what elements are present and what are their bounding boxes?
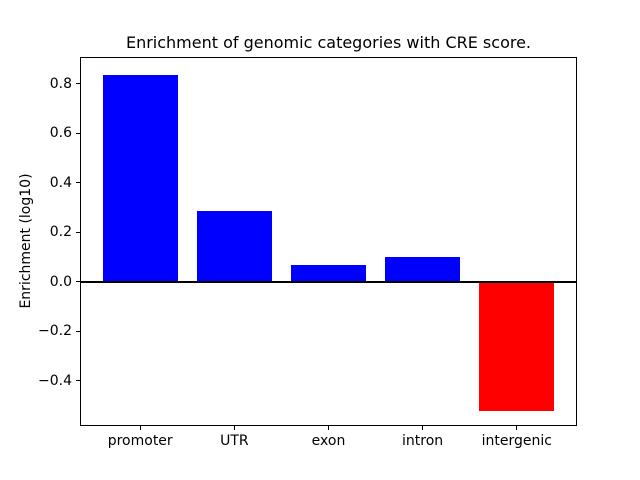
bar-UTR	[196, 211, 272, 282]
y-tick-label: 0.4	[49, 174, 72, 191]
bar-intron	[385, 257, 461, 282]
bar-promoter	[102, 75, 178, 282]
bar-exon	[290, 265, 367, 282]
y-tick-mark	[76, 380, 80, 382]
x-tick-label-intergenic: intergenic	[481, 433, 552, 449]
y-tick-label: 0.0	[49, 273, 72, 290]
y-tick-mark	[76, 330, 80, 332]
plot-area: 0.8 0.6 0.4 0.2 0.0 −0.2 −0.4 promoter UTR exon in…	[38, 57, 577, 449]
y-tick-mark	[76, 281, 80, 283]
x-tick-label-UTR: UTR	[220, 433, 249, 449]
x-tick-mark	[516, 426, 518, 430]
y-tick-mark	[76, 231, 80, 233]
x-tick-label-promoter: promoter	[107, 433, 173, 449]
y-tick-label: −0.4	[38, 372, 72, 389]
y-tick-mark	[76, 83, 80, 85]
y-tick-label: 0.2	[49, 224, 72, 241]
chart-title: Enrichment of genomic categories with CR…	[125, 33, 532, 52]
x-tick-label-intron: intron	[402, 433, 444, 449]
y-tick-mark	[76, 182, 80, 184]
y-tick-mark	[76, 132, 80, 134]
x-tick-mark	[422, 426, 424, 430]
x-tick-mark	[139, 426, 141, 430]
x-tick-mark	[233, 426, 235, 430]
bar-intergenic	[479, 281, 555, 411]
zero-line	[80, 280, 577, 283]
y-tick-label: 0.6	[49, 125, 72, 142]
x-tick-label-exon: exon	[311, 433, 346, 449]
y-tick-label: 0.8	[49, 75, 72, 92]
x-tick-mark	[328, 426, 329, 430]
y-tick-label: −0.2	[38, 323, 72, 340]
